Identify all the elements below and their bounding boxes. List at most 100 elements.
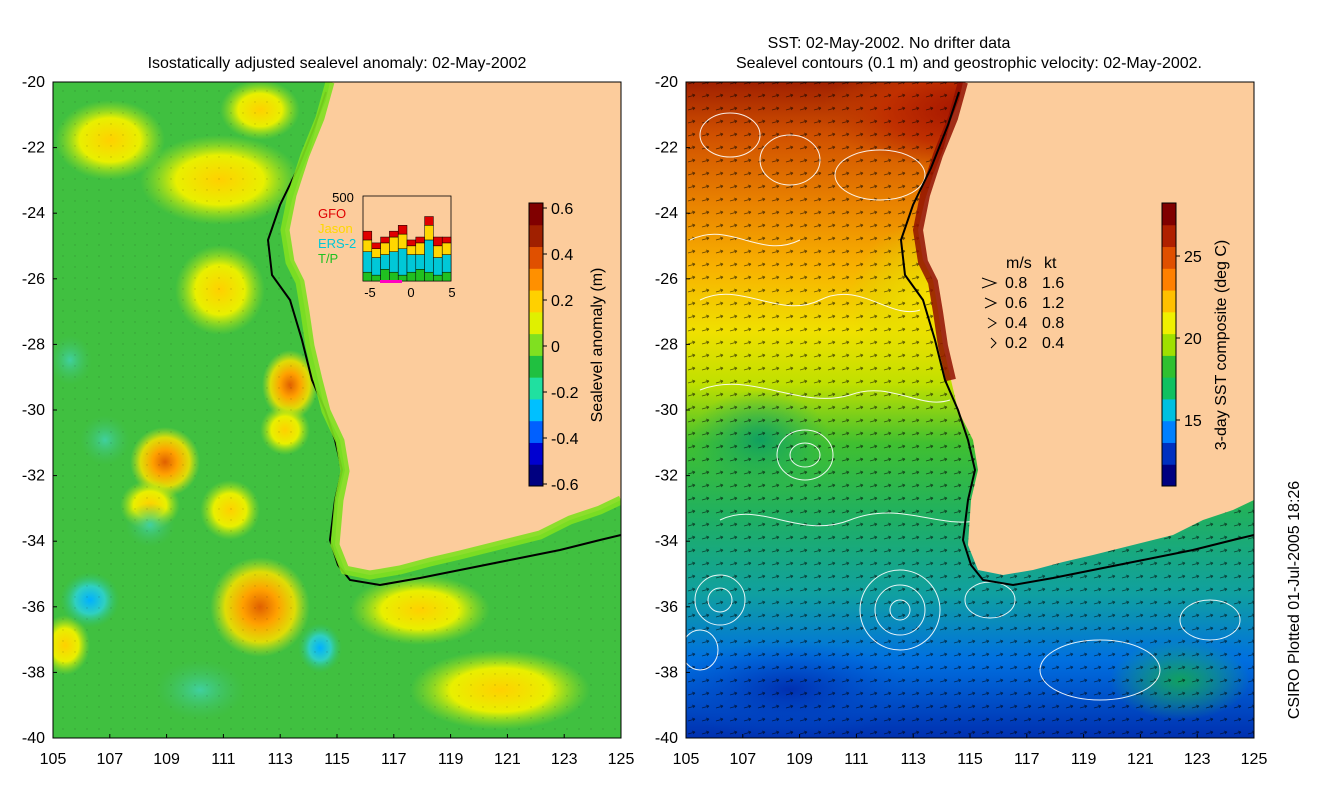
right-lon-ticks: 105 107 109 111 113 115 117 119 121 123 125	[673, 734, 1268, 768]
lon-tick-label: 117	[381, 751, 407, 768]
right-lat-ticks: -20 -22 -24 -26 -28 -30 -32 -34 -36 -38 -40	[655, 74, 690, 747]
inset-bar-segment	[406, 239, 417, 247]
lat-tick-label: -38	[655, 664, 678, 681]
lat-tick-label: -20	[22, 74, 45, 91]
left-colorbar-label: Sealevel anomaly (m)	[589, 268, 606, 423]
inset-bar-segment	[424, 239, 434, 273]
colorbar-segment	[529, 290, 543, 313]
plot-credit: CSIRO Plotted 01-Jul-2005 18:26	[1286, 481, 1303, 719]
lon-tick-label: 117	[1014, 751, 1040, 768]
lon-tick-label: 107	[729, 751, 756, 768]
colorbar-tick-label: -0.2	[551, 385, 579, 402]
inset-bars	[362, 216, 452, 282]
colorbar-segment	[1162, 311, 1176, 335]
colorbar-segment	[529, 268, 543, 291]
inset-bar-segment	[389, 230, 399, 238]
lon-tick-label: 111	[844, 751, 868, 768]
right-shelf-warm	[912, 82, 968, 382]
lat-tick-label: -22	[655, 140, 678, 157]
colorbar-tick-label: 0.4	[551, 247, 573, 264]
inset-bar-segment	[424, 271, 434, 282]
inset-bar-segment	[380, 254, 390, 270]
inset-bar-segment	[380, 242, 390, 255]
velocity-legend-kt: 1.2	[1042, 295, 1064, 312]
colorbar-frame	[528, 202, 544, 487]
velocity-legend-arrow	[984, 297, 998, 309]
colorbar-segment	[1162, 246, 1176, 269]
colorbar-frame	[1161, 202, 1177, 487]
lat-tick-label: -30	[22, 402, 45, 419]
lat-tick-label: -24	[655, 205, 678, 222]
inset-x-tick: 5	[448, 285, 455, 300]
inset-bar-segment	[362, 239, 373, 252]
inset-bar-segment	[433, 236, 443, 247]
inset-bar-segment	[362, 230, 373, 241]
colorbar-tick-label: -0.6	[551, 477, 579, 494]
inset-bar-segment	[424, 225, 434, 241]
colorbar-tick-label: 20	[1184, 331, 1202, 348]
colorbar-segment	[529, 203, 543, 226]
inset-bar-segment	[380, 236, 390, 244]
lat-tick-label: -26	[655, 271, 678, 288]
inset-bar-segment	[424, 216, 434, 226]
lon-tick-label: 109	[153, 751, 180, 768]
inset-bar-segment	[406, 271, 417, 282]
lon-tick-label: 125	[1241, 751, 1268, 768]
colorbar-segment	[529, 398, 543, 422]
colorbar-segment	[1162, 464, 1176, 487]
velocity-legend-kt-header: kt	[1044, 255, 1057, 272]
inset-bar-segment	[433, 274, 443, 282]
velocity-legend-ms: 0.8	[1005, 275, 1027, 292]
lon-tick-label: 105	[40, 751, 67, 768]
colorbar-segment	[1162, 224, 1176, 248]
lat-tick-label: -24	[22, 205, 45, 222]
inset-bar-segment	[371, 248, 381, 258]
lon-tick-label: 119	[438, 751, 464, 768]
lon-tick-label: 121	[494, 751, 521, 768]
inset-bar-segment	[406, 245, 417, 255]
lat-tick-label: -36	[22, 599, 45, 616]
lon-tick-label: 121	[1127, 751, 1154, 768]
lon-tick-label: 107	[96, 751, 123, 768]
velocity-legend-kt: 0.4	[1042, 335, 1064, 352]
right-coast-shelf	[899, 91, 1254, 587]
right-title-line1: SST: 02-May-2002. No drifter data	[768, 35, 1011, 52]
inset-bar-segment	[362, 271, 373, 282]
inset-bar-segment	[371, 274, 381, 282]
inset-bar-segment	[415, 236, 425, 244]
left-lon-ticks: 105 107 109 111 113 115 117 119 121 123 125	[40, 734, 634, 768]
right-map	[686, 82, 1254, 738]
velocity-legend-kt: 0.8	[1042, 315, 1064, 332]
lat-tick-label: -40	[22, 730, 45, 747]
inset-bar-segment	[441, 242, 452, 255]
colorbar-segment	[529, 311, 543, 335]
left-shelf-band	[280, 82, 621, 580]
right-colorbar-label: 3-day SST composite (deg C)	[1213, 240, 1230, 450]
lon-tick-label: 123	[1184, 751, 1211, 768]
inset-legend-gfo: GFO	[318, 206, 346, 221]
inset-bar-segment	[380, 269, 390, 282]
lat-tick-label: -32	[22, 468, 45, 485]
velocity-legend-ms: 0.2	[1005, 335, 1027, 352]
inset-bar-segment	[441, 254, 452, 273]
lon-tick-label: 119	[1071, 751, 1097, 768]
colorbar-segment	[1162, 377, 1176, 400]
velocity-legend-kt: 1.6	[1042, 275, 1064, 292]
colorbar-segment	[1162, 268, 1176, 291]
velocity-legend-ms: 0.4	[1005, 315, 1027, 332]
colorbar-tick-label: 0	[551, 339, 560, 356]
inset-bar-segment	[441, 236, 452, 244]
colorbar-segment	[529, 464, 543, 487]
inset-x-tick: 0	[407, 285, 414, 300]
velocity-legend-arrow	[987, 317, 997, 329]
inset-bar-segment	[389, 271, 399, 282]
inset-bar-segment	[362, 251, 373, 273]
inset-time-marker	[380, 280, 402, 283]
colorbar-segment	[529, 246, 543, 269]
lat-tick-label: -34	[655, 533, 678, 550]
inset-bar-segment	[441, 271, 452, 282]
right-colorbar: 25 20 15	[1161, 202, 1202, 487]
left-colorbar: 0.6 0.4 0.2 0 -0.2 -0.4 -0.6	[528, 201, 579, 494]
lat-tick-label: -40	[655, 730, 678, 747]
